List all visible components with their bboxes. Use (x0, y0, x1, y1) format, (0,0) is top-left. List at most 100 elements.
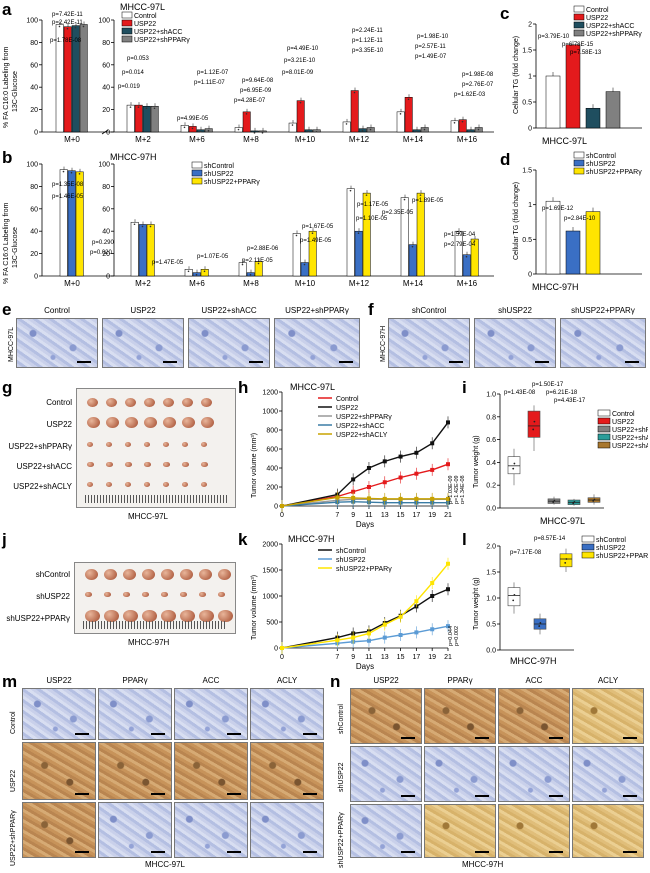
panel-d-xlabel: MHCC-97H (532, 282, 579, 292)
legend-label: shUSP22 (336, 557, 366, 564)
panel-k-title: MHCC-97H (288, 534, 335, 544)
p-value-label: p=1.49E-05 (300, 238, 332, 244)
bar (416, 192, 425, 277)
p-value-label: p=2.11E-05 (242, 258, 273, 264)
p-value-label: p=1.11E-07 (194, 80, 225, 86)
legend-label: USP22+shACC (336, 423, 384, 430)
data-point (253, 132, 256, 134)
data-point (335, 495, 340, 500)
legend-swatch (597, 425, 611, 433)
scale-bar (401, 795, 415, 797)
p-value-label: p=1.43E-08 (504, 390, 536, 396)
data-point (137, 106, 140, 108)
data-point (70, 171, 73, 174)
data-point (415, 130, 418, 133)
tumor (182, 461, 189, 468)
y-tick-label: 0.0 (486, 506, 496, 513)
data-point (315, 130, 318, 133)
tumor (199, 591, 206, 598)
p-value-label: p=1.78E-08 (50, 38, 82, 44)
legend-label: USP22+shACLY (336, 432, 388, 439)
data-point (461, 120, 464, 123)
panel-n-col-label: ACC (525, 676, 543, 685)
tumor (199, 609, 214, 623)
x-tick-label: 15 (397, 512, 405, 519)
data-point (280, 504, 284, 508)
x-tick-label: 11 (365, 512, 372, 519)
tumor (87, 416, 100, 428)
tumor (161, 609, 176, 623)
box (559, 553, 573, 568)
scale-bar (549, 795, 563, 797)
scale-bar (549, 737, 563, 739)
panel-n: USP22 PPARγ ACC ACLY shControl shUSP22 s… (338, 676, 648, 872)
y-tick-label: 0.0 (486, 648, 496, 655)
box (507, 456, 521, 475)
x-tick-label: M+8 (243, 279, 259, 288)
scale-bar (227, 733, 241, 735)
bar (458, 119, 467, 133)
y-tick-label: 0 (106, 130, 110, 137)
y-tick-label: 40 (102, 85, 110, 92)
tumor (142, 568, 155, 580)
ihc-image (572, 688, 644, 744)
y-tick-label: 0 (274, 504, 278, 511)
x-tick-label: M+8 (243, 135, 259, 144)
data-point (351, 635, 356, 640)
bar (450, 120, 459, 133)
tumor-photo-97h (74, 562, 236, 634)
panel-n-col-label: USP22 (373, 676, 399, 685)
scale-bar (151, 793, 165, 795)
data-point (446, 561, 450, 566)
tumor (142, 591, 149, 598)
panel-l-xlabel: MHCC-97H (510, 656, 557, 666)
tumor (106, 442, 112, 448)
panel-i-xlabel: MHCC-97L (540, 516, 586, 526)
ihc-image (424, 804, 496, 858)
panel-j-row-label: shUSP22+PPARγ (6, 614, 70, 623)
x-tick-label: M+0 (64, 279, 80, 288)
data-point (592, 500, 595, 502)
legend-swatch (581, 535, 595, 543)
tumor-photo-97l (76, 388, 236, 508)
bar (79, 24, 88, 133)
data-point (82, 25, 85, 28)
data-point (62, 170, 65, 173)
bar (67, 170, 76, 277)
data-point (446, 587, 450, 592)
tumor (201, 482, 207, 488)
p-value-label: p=0.053 (127, 56, 150, 62)
box (527, 410, 541, 438)
x-tick-label: M+2 (135, 279, 151, 288)
p-value-label: p=2.57E-11 (415, 44, 446, 50)
y-tick-label: 0 (34, 130, 38, 137)
bar (292, 233, 301, 277)
data-point (237, 128, 240, 131)
scale-bar (163, 361, 177, 363)
tumor (163, 397, 174, 407)
data-point (453, 122, 456, 124)
y-tick-label: 20 (30, 251, 38, 258)
x-tick-label: 9 (351, 654, 355, 661)
data-point (299, 101, 302, 104)
scale-bar (303, 793, 317, 795)
p-value-label: p=1.67E-05 (302, 224, 334, 230)
y-axis-label: Cellular TG (fold change) (513, 36, 520, 114)
panel-m-row-label: USP22 (10, 769, 17, 792)
bar (242, 111, 251, 133)
tumor (123, 591, 130, 598)
data-point (366, 638, 371, 643)
y-tick-label: 60 (30, 206, 38, 213)
data-point (414, 450, 419, 455)
data-point (593, 498, 596, 501)
panel-m-col-label: PPARγ (122, 676, 148, 685)
ihc-image (98, 688, 172, 740)
bar (585, 211, 601, 275)
y-tick-label: 1000 (262, 594, 278, 601)
data-point (199, 130, 202, 133)
p-value-label: p=4.99E-05 (177, 116, 209, 122)
y-tick-label: 800 (266, 428, 278, 435)
y-tick-label: 2.0 (486, 544, 496, 551)
panel-f-col-label: shUSP22+PPARγ (571, 306, 635, 315)
scale-bar (75, 793, 89, 795)
